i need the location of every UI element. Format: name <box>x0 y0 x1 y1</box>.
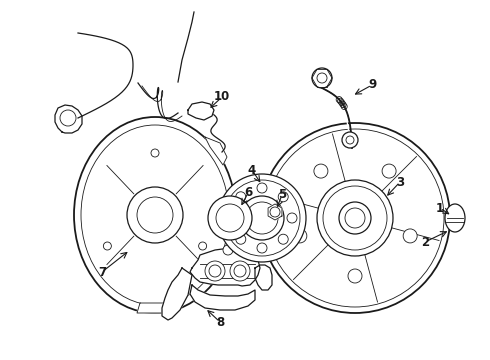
Circle shape <box>223 245 233 255</box>
Circle shape <box>218 174 306 262</box>
Circle shape <box>257 183 267 193</box>
Text: 6: 6 <box>244 186 252 199</box>
Circle shape <box>236 192 246 202</box>
Polygon shape <box>188 102 214 120</box>
Ellipse shape <box>74 117 236 313</box>
Circle shape <box>60 110 76 126</box>
Circle shape <box>278 234 288 244</box>
Polygon shape <box>205 137 227 165</box>
Circle shape <box>403 229 417 243</box>
Circle shape <box>240 196 284 240</box>
Circle shape <box>382 164 396 178</box>
Circle shape <box>198 242 207 250</box>
Polygon shape <box>268 204 282 220</box>
Polygon shape <box>162 268 192 320</box>
Text: 10: 10 <box>214 90 230 104</box>
Circle shape <box>236 234 246 244</box>
Circle shape <box>127 187 183 243</box>
Text: 3: 3 <box>396 175 404 189</box>
Circle shape <box>151 149 159 157</box>
Circle shape <box>257 243 267 253</box>
Text: 9: 9 <box>368 78 376 91</box>
Circle shape <box>205 261 225 281</box>
Polygon shape <box>190 248 260 286</box>
Circle shape <box>317 180 393 256</box>
Circle shape <box>293 229 307 243</box>
Polygon shape <box>137 303 173 313</box>
Circle shape <box>278 192 288 202</box>
Circle shape <box>339 202 371 234</box>
Circle shape <box>348 269 362 283</box>
Ellipse shape <box>445 204 465 232</box>
Text: 1: 1 <box>436 202 444 215</box>
Text: 4: 4 <box>248 163 256 176</box>
Circle shape <box>312 68 332 88</box>
Circle shape <box>230 261 250 281</box>
Circle shape <box>216 204 244 232</box>
Circle shape <box>287 213 297 223</box>
Circle shape <box>314 164 328 178</box>
Text: 5: 5 <box>278 189 286 202</box>
Circle shape <box>103 242 111 250</box>
Circle shape <box>342 132 358 148</box>
Text: 7: 7 <box>98 266 106 279</box>
Circle shape <box>260 123 450 313</box>
Polygon shape <box>190 285 255 310</box>
Circle shape <box>208 196 252 240</box>
Text: 2: 2 <box>421 235 429 248</box>
Polygon shape <box>255 265 272 290</box>
Polygon shape <box>55 105 82 133</box>
Text: 8: 8 <box>216 315 224 328</box>
Circle shape <box>227 213 237 223</box>
